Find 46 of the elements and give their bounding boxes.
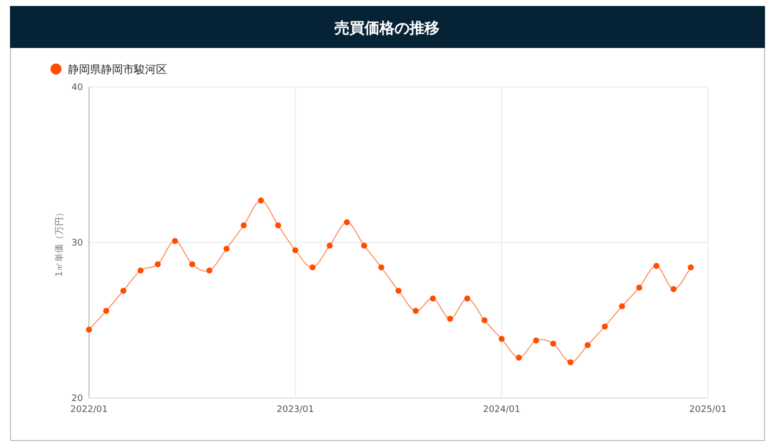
point — [224, 246, 230, 252]
point — [481, 317, 488, 324]
point — [567, 359, 574, 366]
point — [533, 337, 540, 344]
x-tick-label: 2025/01 — [689, 405, 727, 415]
point — [688, 264, 694, 270]
y-axis-title: 1㎡単価（万円） — [54, 208, 65, 277]
y-tick-label: 40 — [72, 83, 84, 93]
point — [550, 340, 556, 347]
point — [206, 267, 212, 274]
x-tick-label: 2024/01 — [482, 405, 520, 415]
point — [344, 219, 350, 226]
point — [120, 288, 126, 294]
y-tick-label: 20 — [72, 394, 84, 404]
point — [619, 303, 626, 310]
point — [670, 286, 677, 292]
x-tick-label: 2023/01 — [276, 405, 314, 415]
point — [189, 261, 196, 268]
legend-label: 静岡県静岡市駿河区 — [68, 63, 167, 76]
point — [154, 261, 161, 268]
point — [378, 264, 384, 270]
point — [103, 308, 110, 314]
point — [258, 198, 264, 204]
point — [464, 295, 470, 302]
point — [516, 354, 522, 361]
point — [396, 288, 402, 294]
point — [138, 267, 144, 274]
x-tick-label: 2022/01 — [70, 405, 108, 415]
point — [412, 308, 419, 314]
y-tick-label: 30 — [72, 238, 84, 248]
point — [310, 264, 316, 270]
point — [240, 222, 247, 228]
point — [292, 247, 298, 254]
point — [602, 323, 608, 330]
point — [447, 316, 454, 322]
point — [86, 326, 92, 333]
point — [653, 262, 660, 269]
point — [326, 242, 333, 249]
point — [172, 238, 178, 244]
point — [430, 295, 436, 302]
chart-title: 売買価格の推移 — [334, 19, 440, 37]
point — [275, 222, 282, 228]
point — [584, 342, 591, 348]
point — [636, 284, 642, 291]
point — [361, 242, 368, 249]
point — [498, 336, 505, 342]
